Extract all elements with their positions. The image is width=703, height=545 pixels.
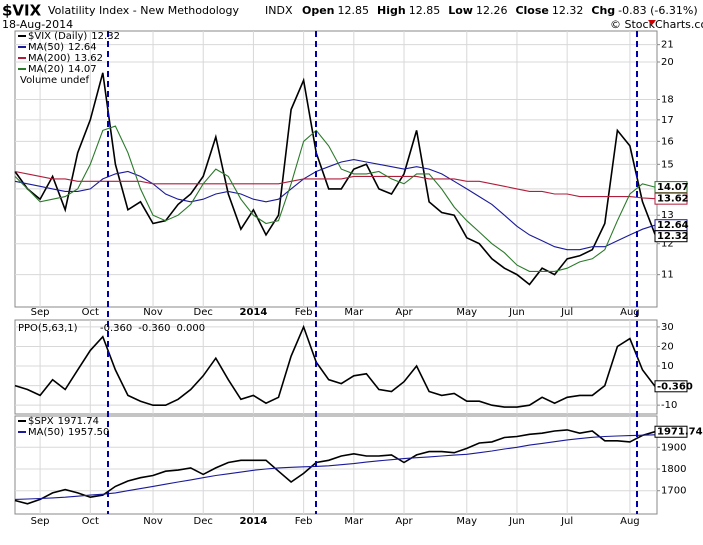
quote-label: Chg xyxy=(591,4,615,17)
y-tick-label: 21 xyxy=(661,40,674,51)
legend-label: MA(50) xyxy=(28,42,64,53)
legend-value: 0.000 xyxy=(177,323,206,334)
exchange: INDX xyxy=(265,4,293,17)
x-tick-label: Aug xyxy=(620,307,640,318)
quote-value: 12.32 xyxy=(552,4,584,17)
x-tick-label: Apr xyxy=(395,516,413,527)
series-line xyxy=(14,434,656,500)
last-value-label: 1971.74 xyxy=(657,427,703,438)
x-tick-label: Jun xyxy=(508,516,525,527)
y-tick-label: 20 xyxy=(661,57,674,68)
panel-title: PPO(5,63,1) xyxy=(18,323,78,334)
legend-value: 1957.50 xyxy=(68,427,109,438)
last-value-label: 14.07 xyxy=(657,182,689,193)
x-tick-label: Nov xyxy=(143,516,163,527)
x-tick-label: Oct xyxy=(82,516,99,527)
y-tick-label: 18 xyxy=(661,94,674,105)
y-tick-label: -10 xyxy=(661,400,677,411)
legend-value: 12.32 xyxy=(91,31,120,42)
x-tick-label: Dec xyxy=(194,307,213,318)
legend-label: $SPX xyxy=(28,416,54,427)
legend-value: 13.62 xyxy=(74,53,103,64)
y-tick-label: 1800 xyxy=(661,464,686,475)
legend-label: $VIX (Daily) xyxy=(28,31,87,42)
y-tick-label: 1700 xyxy=(661,486,686,497)
legend-value: -0.360 xyxy=(100,323,132,334)
quote-value: 12.26 xyxy=(476,4,508,17)
last-value-box xyxy=(654,425,688,438)
x-tick-label: Mar xyxy=(344,307,364,318)
quote-label: High xyxy=(377,4,406,17)
legend-label: MA(20) xyxy=(28,64,64,75)
quote-value: 12.85 xyxy=(338,4,370,17)
date: 18-Aug-2014 xyxy=(2,18,73,31)
legend-value: 14.07 xyxy=(68,64,97,75)
last-value-box xyxy=(654,181,688,194)
credit: © StockCharts.com xyxy=(610,18,703,31)
series-line xyxy=(14,159,656,251)
y-tick-label: 13 xyxy=(661,210,674,221)
x-tick-label: Dec xyxy=(194,516,213,527)
y-tick-label: 11 xyxy=(661,270,674,281)
x-tick-label: 2014 xyxy=(240,516,268,527)
x-tick-label: Jun xyxy=(508,307,525,318)
series-line xyxy=(14,170,656,200)
x-tick-label: Jul xyxy=(560,307,573,318)
last-value-box xyxy=(654,192,688,205)
y-tick-label: 1900 xyxy=(661,442,686,453)
quote-value: 12.85 xyxy=(409,4,441,17)
x-tick-label: 2014 xyxy=(240,307,268,318)
x-tick-label: Aug xyxy=(620,516,640,527)
x-tick-label: Sep xyxy=(31,307,50,318)
last-value-label: 12.32 xyxy=(657,231,689,242)
x-tick-label: May xyxy=(456,307,477,318)
x-tick-label: Oct xyxy=(82,307,99,318)
quote-label: Open xyxy=(302,4,335,17)
y-tick-label: 17 xyxy=(661,115,674,126)
frame xyxy=(14,415,658,515)
y-tick-label: 12 xyxy=(661,239,674,250)
name: Volatility Index - New Methodology xyxy=(48,4,239,17)
y-tick-label: 30 xyxy=(661,322,674,333)
legend-label: MA(200) xyxy=(28,53,70,64)
quote-value: -0.83 (-6.31%) xyxy=(618,4,697,17)
x-tick-label: Jul xyxy=(560,516,573,527)
last-value-box xyxy=(654,230,688,243)
legend-label: Volume undef xyxy=(20,75,90,86)
last-value-box xyxy=(654,380,688,393)
x-tick-label: Sep xyxy=(31,516,50,527)
x-tick-label: Feb xyxy=(295,516,313,527)
legend-label: MA(50) xyxy=(28,427,64,438)
legend-value: 12.64 xyxy=(68,42,97,53)
x-tick-label: Mar xyxy=(344,516,364,527)
y-tick-label: 20 xyxy=(661,341,674,352)
quote-label: Low xyxy=(448,4,473,17)
frame xyxy=(14,30,658,308)
series-line xyxy=(14,429,656,505)
quote-label: Close xyxy=(515,4,548,17)
x-tick-label: Nov xyxy=(143,307,163,318)
y-tick-label: 16 xyxy=(661,136,674,147)
legend-value: -0.360 xyxy=(138,323,170,334)
legend-value: 1971.74 xyxy=(58,416,99,427)
last-value-label: 12.64 xyxy=(657,220,689,231)
symbol: $VIX xyxy=(2,2,42,20)
last-value-label: -0.360 xyxy=(657,381,693,392)
series-line xyxy=(14,324,656,408)
down-arrow xyxy=(648,20,656,25)
y-tick-label: 15 xyxy=(661,159,674,170)
x-tick-label: Apr xyxy=(395,307,413,318)
series-line xyxy=(14,125,656,272)
x-tick-label: May xyxy=(456,516,477,527)
last-value-label: 13.62 xyxy=(657,194,689,205)
y-tick-label: 10 xyxy=(661,361,674,372)
x-tick-label: Feb xyxy=(295,307,313,318)
frame xyxy=(14,319,658,415)
